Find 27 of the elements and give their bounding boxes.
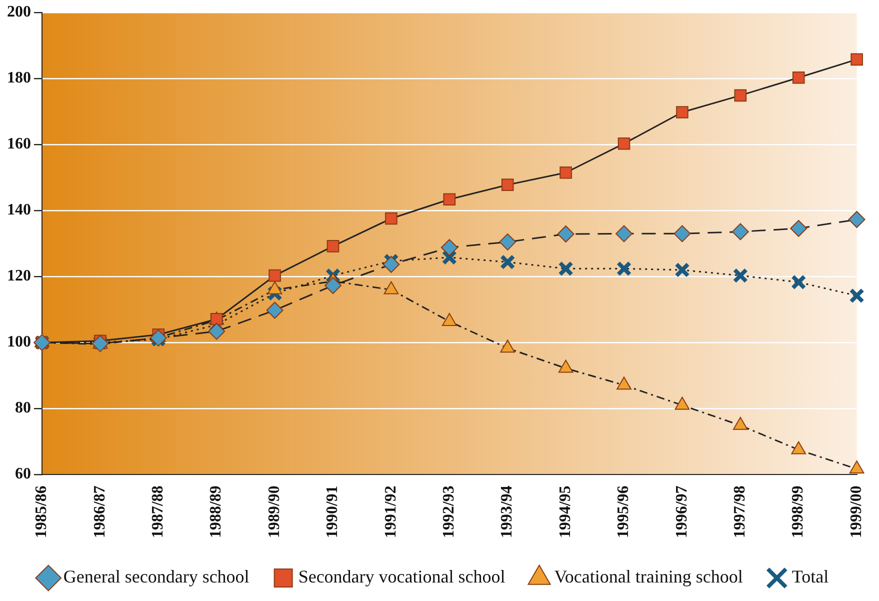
x-tick-label: 1994/95	[556, 486, 574, 538]
legend-label: General secondary school	[63, 566, 250, 587]
x-tick-label: 1991/92	[382, 486, 400, 538]
x-tick-label: 1986/87	[91, 486, 108, 538]
legend-label: Secondary vocational school	[298, 566, 506, 587]
y-tick-label: 140	[7, 202, 31, 219]
x-tick-label: 1987/88	[150, 486, 167, 538]
x-tick-label: 1999/00	[848, 486, 865, 538]
y-tick-label: 120	[7, 268, 31, 285]
x-tick-label: 1992/93	[440, 486, 458, 538]
x-tick-label: 1995/96	[615, 486, 632, 538]
y-tick-label: 160	[7, 136, 31, 153]
x-tick-label: 1998/99	[790, 486, 807, 538]
y-tick-label: 180	[7, 70, 31, 87]
x-tick-label: 1988/89	[208, 486, 225, 538]
y-tick-label: 100	[7, 334, 31, 351]
y-tick-label: 200	[7, 4, 31, 21]
legend-label: Total	[792, 566, 829, 587]
y-tick-label: 60	[15, 466, 31, 483]
x-tick-label: 1989/90	[266, 486, 283, 538]
x-tick-label: 1997/98	[732, 486, 749, 538]
x-tick-label: 1993/94	[498, 486, 516, 538]
legend-label: Vocational training school	[554, 566, 743, 587]
y-tick-label: 80	[15, 400, 31, 417]
x-tick-label: 1985/86	[33, 486, 50, 538]
x-tick-label: 1990/91	[324, 486, 342, 538]
x-tick-label: 1996/97	[673, 486, 690, 538]
